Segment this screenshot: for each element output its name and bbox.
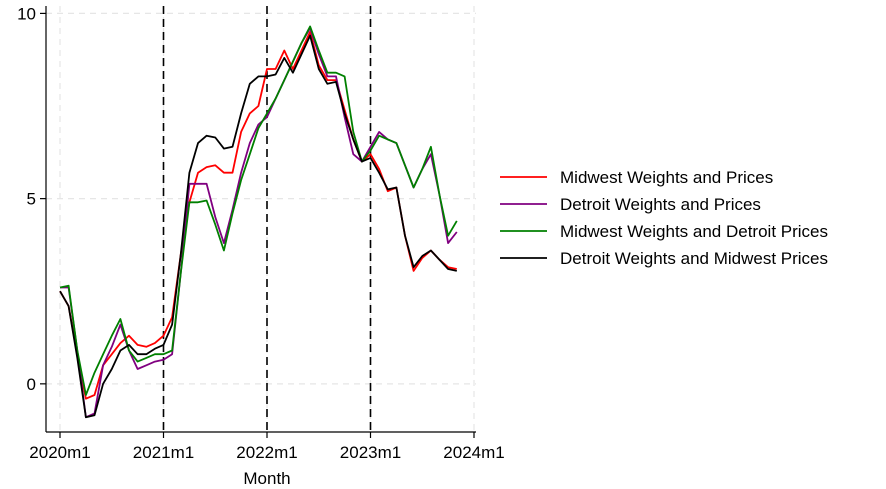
x-tick-label: 2022m1 <box>236 443 297 462</box>
series-line <box>59 34 457 419</box>
axes: 0 5 10 2020m1 2021m1 2022m1 2023m1 2024m1 <box>17 4 505 462</box>
series-lines <box>59 25 458 419</box>
legend-label: Midwest Weights and Detroit Prices <box>560 222 828 241</box>
series-line <box>59 25 458 396</box>
y-tick-label: 0 <box>27 375 36 394</box>
series-line <box>59 30 457 400</box>
y-tick-label: 10 <box>17 4 36 23</box>
x-tick-label: 2020m1 <box>29 443 90 462</box>
x-axis-title: Month <box>243 469 290 488</box>
legend-label: Detroit Weights and Prices <box>560 195 761 214</box>
legend-label: Detroit Weights and Midwest Prices <box>560 249 828 268</box>
x-tick-label: 2023m1 <box>340 443 401 462</box>
y-tick-label: 5 <box>27 190 36 209</box>
series-line <box>60 27 458 419</box>
x-tick-label: 2021m1 <box>133 443 194 462</box>
legend: Midwest Weights and Prices Detroit Weight… <box>500 168 828 268</box>
x-tick-label: 2024m1 <box>443 443 504 462</box>
grid-lines <box>46 6 476 432</box>
legend-label: Midwest Weights and Prices <box>560 168 773 187</box>
